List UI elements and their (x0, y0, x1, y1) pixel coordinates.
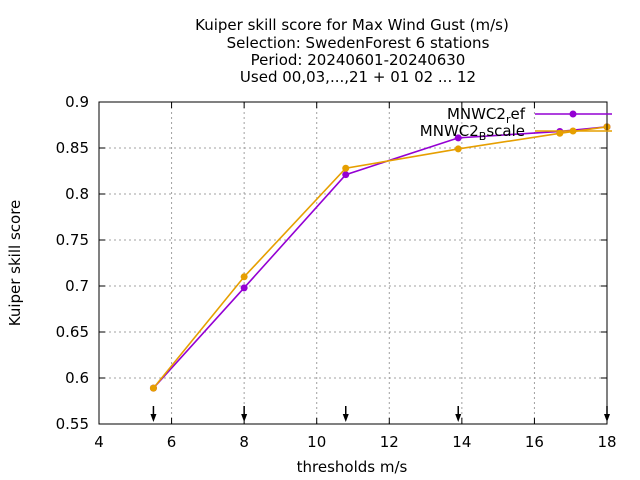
legend-label-1: MNWC2ref (447, 105, 526, 126)
x-tick-label: 16 (525, 433, 544, 451)
x-tick-label: 6 (167, 433, 177, 451)
title-line-1: Kuiper skill score for Max Wind Gust (m/… (195, 16, 509, 34)
y-tick-label: 0.75 (56, 231, 89, 249)
series-line-2 (152, 126, 608, 389)
legend-label-subscript: r (506, 113, 511, 126)
legend-label-rest: scale (486, 122, 525, 140)
series-2-point (454, 145, 462, 153)
axis-ticks: 4 6 8 10 12 14 16 18 0.55 0.6 0.65 0.7 0.75 0.8 0.85 0.… (56, 93, 617, 451)
y-axis-label: Kuiper skill score (6, 200, 24, 327)
y-tick-label: 0.85 (56, 139, 89, 157)
threshold-arrow-head (342, 414, 349, 422)
threshold-arrow-head (150, 414, 157, 422)
title-line-3: Period: 20240601-20240630 (251, 51, 466, 69)
y-tick-label: 0.8 (65, 185, 89, 203)
series-2-point (342, 164, 350, 172)
plot-frame (98, 101, 608, 425)
threshold-arrow-head (241, 414, 248, 422)
series-line-1 (152, 126, 608, 389)
legend-label-rest: ef (510, 105, 525, 123)
x-tick-label: 14 (452, 433, 471, 451)
x-axis-label: thresholds m/s (297, 458, 408, 476)
y-tick-label: 0.7 (65, 277, 89, 295)
series-1-point (342, 171, 350, 179)
legend-swatch-marker-2 (569, 127, 577, 135)
title-line-4: Used 00,03,...,21 + 01 02 ... 12 (240, 68, 476, 86)
series-1-point (454, 134, 462, 142)
x-tick-label: 8 (239, 433, 249, 451)
legend-label-base: MNWC2 (420, 122, 479, 140)
x-tick-label: 10 (307, 433, 326, 451)
legend-label-2: MNWC2Bscale (420, 122, 525, 143)
legend-label-base: MNWC2 (447, 105, 506, 123)
series-1-point (240, 284, 248, 292)
legend-swatch-marker-1 (569, 110, 577, 118)
threshold-arrows (150, 406, 610, 422)
threshold-arrow-head (455, 414, 462, 422)
x-tick-label: 12 (380, 433, 399, 451)
y-tick-label: 0.55 (56, 415, 89, 433)
series-2-point (240, 273, 248, 281)
y-tick-label: 0.9 (65, 93, 89, 111)
legend-label-subscript: B (479, 130, 487, 143)
grid (99, 102, 607, 424)
series-2-point (149, 384, 157, 392)
y-tick-label: 0.6 (65, 369, 89, 387)
y-tick-label: 0.65 (56, 323, 89, 341)
x-tick-label: 4 (94, 433, 104, 451)
x-tick-label: 18 (597, 433, 616, 451)
title-line-2: Selection: SwedenForest 6 stations (227, 34, 490, 52)
chart-title: Kuiper skill score for Max Wind Gust (m/… (195, 16, 509, 86)
data-series (149, 123, 611, 392)
